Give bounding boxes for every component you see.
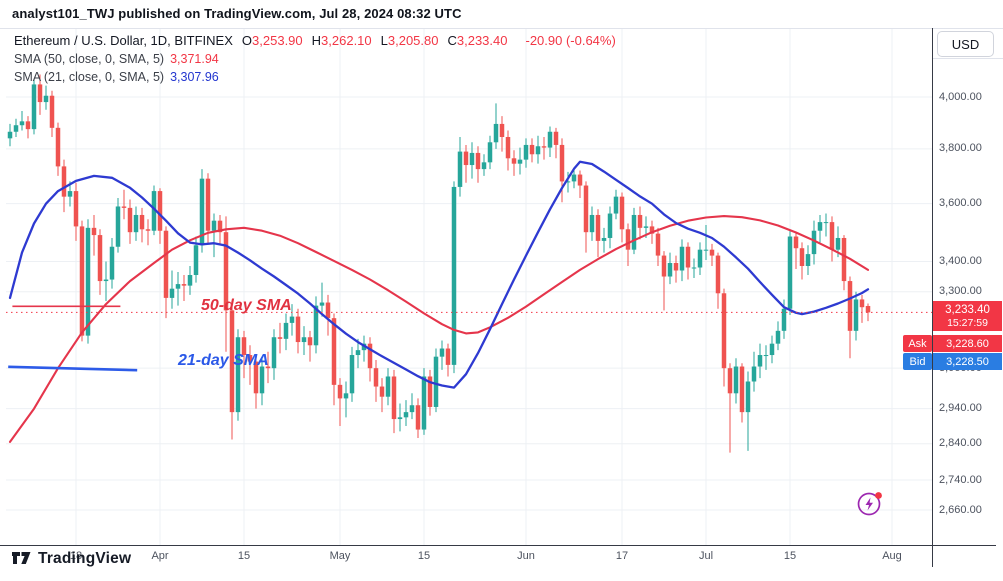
sma21-label: SMA (21, close, 0, SMA, 5) (14, 70, 165, 84)
sma21-line (8, 160, 870, 389)
price-axis-label: 3,300.00 (939, 285, 982, 298)
time-axis-label: 15 (417, 550, 431, 562)
ask-label: Ask 3,228.60 (903, 335, 1002, 352)
ohlc-item: C3,233.40 (447, 33, 508, 48)
ask-tag: Ask (903, 335, 932, 352)
price-axis-label: 2,740.00 (939, 473, 982, 486)
time-axis-label: May (329, 550, 351, 562)
trendline-drawings (8, 305, 138, 372)
annotation-50-day-sma[interactable]: 50-day SMA (201, 297, 292, 314)
lightning-icon[interactable] (855, 489, 887, 519)
bid-value: 3,228.50 (933, 353, 1002, 370)
ohlc-values: O3,253.90 H3,262.10 L3,205.80 C3,233.40 (242, 33, 517, 48)
21-day-sma-level (8, 365, 138, 372)
price-axis[interactable]: 4,000.00 3,800.00 3,600.00 3,400.00 3,300.00… (933, 28, 1003, 567)
last-price-value: 3,233.40 (945, 304, 990, 316)
tradingview-footer-logo[interactable]: TradingView (12, 550, 131, 568)
sma21-value: 3,307.96 (170, 70, 219, 84)
grid-lines (6, 28, 932, 545)
ohlc-item: O3,253.90 (241, 33, 303, 48)
price-axis-label: 3,800.00 (939, 142, 982, 155)
sma50-value: 3,371.94 (170, 52, 219, 66)
last-price-label: 3,233.40 15:27:59 (933, 301, 1002, 331)
annotation-21-day-sma[interactable]: 21-day SMA (178, 352, 269, 369)
time-axis-label: Jun (517, 550, 535, 562)
tradingview-logo-icon (12, 551, 31, 564)
chart-legend: Ethereum / U.S. Dollar, 1D, BITFINEX O3,… (14, 33, 616, 84)
sma50-label: SMA (50, close, 0, SMA, 5) (14, 52, 165, 66)
time-axis-label: 15 (237, 550, 251, 562)
axis-borders (0, 28, 1003, 567)
bar-countdown: 15:27:59 (947, 317, 988, 330)
bid-tag: Bid (903, 353, 932, 370)
currency-toggle-button[interactable]: USD (937, 31, 994, 57)
change-value: -20.90 (-0.64%) (525, 33, 616, 48)
bid-label: Bid 3,228.50 (903, 353, 1002, 370)
publish-attribution: analyst101_TWJ published on TradingView.… (12, 6, 462, 21)
time-axis[interactable]: 18 Apr 15 May 15 Jun 17 Jul 15 Aug (0, 546, 932, 567)
symbol-title: Ethereum / U.S. Dollar, 1D, BITFINEX (14, 33, 233, 48)
symbol-legend-row[interactable]: Ethereum / U.S. Dollar, 1D, BITFINEX O3,… (14, 33, 616, 48)
tradingview-logo-text: TradingView (38, 550, 132, 567)
ask-value: 3,228.60 (933, 335, 1002, 352)
price-axis-label: 4,000.00 (939, 90, 982, 103)
ohlc-item: H3,262.10 (311, 33, 372, 48)
price-axis-label: 3,400.00 (939, 255, 982, 268)
time-axis-label: 18 (69, 550, 83, 562)
candlestick-series (7, 74, 871, 453)
price-axis-label: 2,940.00 (939, 402, 982, 415)
time-axis-label: Jul (698, 550, 714, 562)
price-axis-label: 2,840.00 (939, 437, 982, 450)
sma50-line (8, 215, 870, 443)
time-axis-label: 17 (615, 550, 629, 562)
price-axis-label: 3,600.00 (939, 197, 982, 210)
price-axis-label: 2,660.00 (939, 503, 982, 516)
indicator-legend-sma50[interactable]: SMA (50, close, 0, SMA, 5) 3,371.94 (14, 52, 616, 66)
ohlc-item: L3,205.80 (380, 33, 439, 48)
time-axis-label: Aug (882, 550, 902, 562)
indicator-legend-sma21[interactable]: SMA (21, close, 0, SMA, 5) 3,307.96 (14, 70, 616, 84)
time-axis-label: 15 (783, 550, 797, 562)
time-axis-label: Apr (151, 550, 169, 562)
